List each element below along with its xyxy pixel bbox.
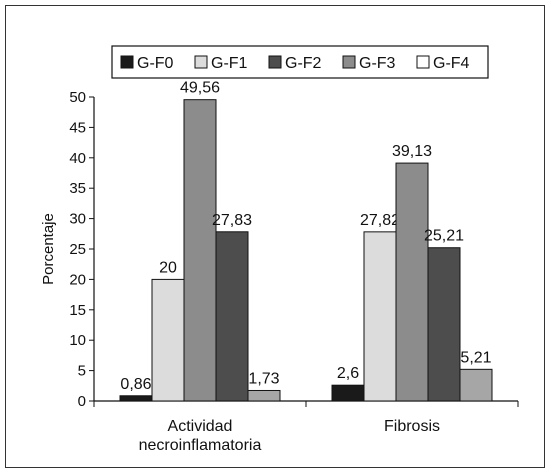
legend-label: G-F1 — [211, 55, 248, 72]
y-tick-label: 15 — [69, 302, 86, 319]
legend-swatch — [342, 55, 356, 69]
y-tick-label: 40 — [69, 150, 86, 167]
data-label: 0,86 — [120, 376, 151, 393]
legend-swatch — [194, 55, 208, 69]
legend-swatch — [120, 55, 134, 69]
x-category-label: Actividad — [168, 418, 233, 435]
bar-g-f3-fibrosis — [427, 247, 461, 402]
legend-swatch — [416, 55, 430, 69]
y-tick-label: 0 — [78, 393, 86, 410]
bar-g-f0-actividad — [119, 395, 153, 402]
data-label: 27,82 — [360, 212, 400, 229]
x-category-label: necroinflamatoria — [139, 437, 262, 454]
x-category-label: Fibrosis — [384, 418, 440, 435]
chart-frame: 0 5 10 15 20 25 30 35 40 45 50 Porcentaje 0,86 20 49,5… — [5, 5, 545, 468]
y-axis-label: Porcentaje — [40, 213, 57, 285]
bar-g-f4-actividad — [247, 389, 281, 402]
data-label: 2,6 — [337, 365, 359, 382]
data-label: 39,13 — [392, 143, 432, 160]
bar-g-f2-actividad — [183, 99, 217, 402]
legend-label: G-F2 — [285, 55, 322, 72]
bar-g-f2-fibrosis — [395, 162, 429, 402]
data-label: 20 — [159, 259, 177, 276]
y-tick-label: 30 — [69, 211, 86, 228]
bar-chart: 0 5 10 15 20 25 30 35 40 45 50 Porcentaje 0,86 20 49,5… — [40, 45, 519, 454]
legend-label: G-F3 — [359, 55, 396, 72]
y-tick-label: 5 — [78, 363, 86, 380]
y-tick-label: 25 — [69, 241, 86, 258]
legend-label: G-F0 — [137, 55, 174, 72]
legend-label: G-F4 — [433, 55, 470, 72]
bar-g-f4-fibrosis — [459, 368, 493, 402]
data-label: 49,56 — [180, 80, 220, 97]
bar-g-f1-fibrosis — [363, 231, 397, 402]
y-tick-label: 20 — [69, 271, 86, 288]
y-tick-label: 10 — [69, 332, 86, 349]
bar-g-f3-actividad — [215, 231, 249, 402]
data-label: 5,21 — [460, 349, 491, 366]
y-tick-label: 45 — [69, 119, 86, 136]
data-label: 1,73 — [248, 370, 279, 387]
y-tick-label: 35 — [69, 180, 86, 197]
data-label: 27,83 — [212, 212, 252, 229]
legend-swatch — [268, 55, 282, 69]
y-tick-label: 50 — [69, 89, 86, 106]
bar-g-f0-fibrosis — [331, 384, 365, 402]
bar-g-f1-actividad — [151, 278, 185, 402]
data-label: 25,21 — [424, 228, 464, 245]
